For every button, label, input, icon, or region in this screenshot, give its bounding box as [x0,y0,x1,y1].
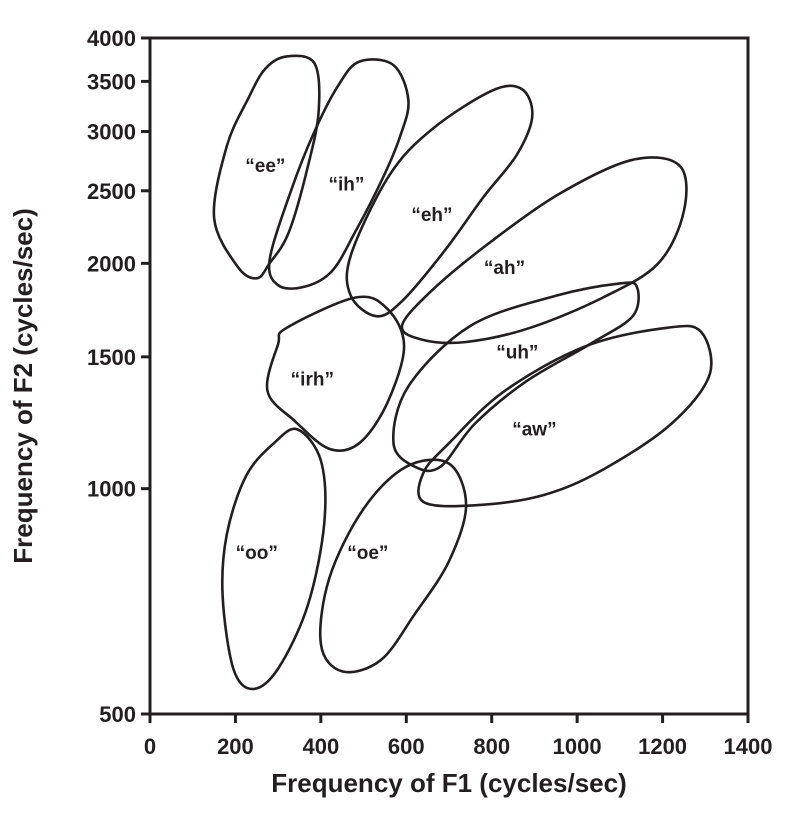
x-tick-label: 400 [302,734,339,759]
vowel-region-outline [392,281,640,473]
vowel-region-outline [345,84,534,318]
vowel-region-label: “uh” [496,343,538,364]
vowel-region-label: “ee” [245,156,285,177]
plot-frame [148,36,750,716]
y-axis: 500 1000 1500 2000 2500 3000 3500 4000 [87,26,150,727]
x-tick-label: 1400 [724,734,773,759]
vowel-region-outline [318,458,468,674]
x-tick-label: 1200 [638,734,687,759]
x-axis-title: Frequency of F1 (cycles/sec) [271,768,626,798]
y-tick-label: 3500 [87,69,136,94]
vowel-region-label: “oo” [236,543,278,564]
vowel-regions: “ee” “ih” “eh” “ah” “uh” “aw” “irh” “oo” “oe” [212,54,713,691]
vowel-region-label: “aw” [512,419,556,440]
vowel-region-label: “ah” [484,258,525,279]
y-tick-label: 4000 [87,26,136,51]
y-tick-label: 500 [99,702,136,727]
y-tick-label: 3000 [87,120,136,145]
y-axis-title: Frequency of F2 (cycles/sec) [8,208,38,563]
vowel-region-label: “oe” [347,543,388,564]
x-tick-label: 200 [217,734,254,759]
vowel-region-label: “irh” [291,369,334,390]
x-axis: 0 200 400 600 800 1000 1200 1400 [144,714,773,759]
x-tick-label: 600 [388,734,425,759]
x-tick-label: 1000 [553,734,602,759]
vowel-region-outline [267,58,410,290]
vowel-region-outline [265,295,406,453]
y-tick-label: 1000 [87,477,136,502]
x-tick-label: 0 [144,734,156,759]
vowel-region-label: “ih” [329,174,365,195]
vowel-region-label: “eh” [411,205,452,226]
x-tick-label: 800 [473,734,510,759]
vowel-region-outline [400,156,688,345]
y-tick-label: 2000 [87,251,136,276]
y-tick-label: 1500 [87,345,136,370]
vowel-region-outline [220,427,327,691]
vowel-region-outline [212,54,321,280]
vowel-region-outline [417,324,713,508]
y-tick-label: 2500 [87,179,136,204]
